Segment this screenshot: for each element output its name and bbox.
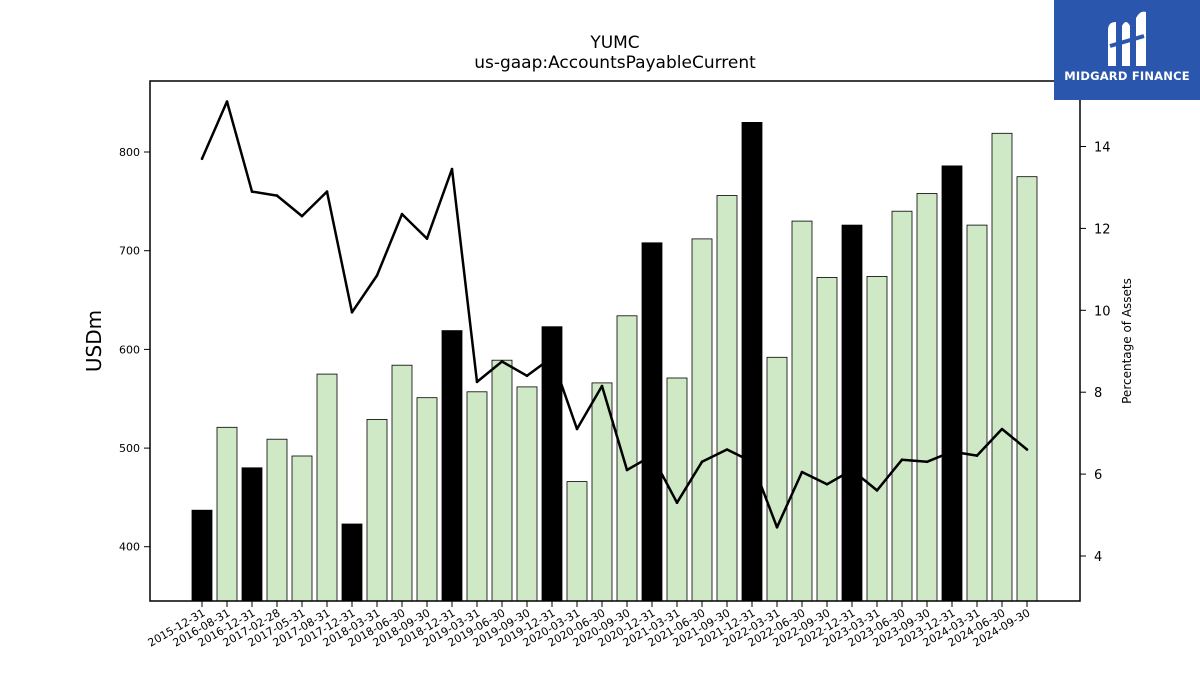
y-axis-right: 4 6 8 10 12 14 xyxy=(1080,141,1111,565)
bar-2024-03-31 xyxy=(966,224,988,602)
y-right-tick-label: 8 xyxy=(1094,386,1102,401)
bar-2023-12-31 xyxy=(941,165,963,602)
line-point-2022-06-30 xyxy=(800,470,804,474)
bar-2022-09-30 xyxy=(816,276,838,602)
bar-2016-12-31 xyxy=(241,467,263,602)
bar-2024-06-30 xyxy=(991,132,1013,602)
bar-2017-02-28 xyxy=(266,438,288,602)
bar-2021-09-30 xyxy=(716,195,738,602)
bar-2024-09-30 xyxy=(1016,176,1038,602)
bar-2022-12-31 xyxy=(841,224,863,602)
bar-2018-09-30 xyxy=(416,397,438,602)
bar-2016-08-31 xyxy=(216,426,238,602)
bar-2021-12-31 xyxy=(741,122,763,602)
chart-subtitle: us-gaap:AccountsPayableCurrent xyxy=(474,53,756,73)
bar-2019-06-30 xyxy=(491,359,513,602)
line-point-2019-06-30 xyxy=(500,360,504,363)
y-left-tick-label: 800 xyxy=(119,146,140,159)
line-point-2016-12-31 xyxy=(250,190,254,193)
line-point-2020-09-30 xyxy=(625,468,629,472)
percentage-line xyxy=(200,100,1028,529)
line-point-2019-12-31 xyxy=(550,356,554,359)
bar-2020-03-31 xyxy=(566,481,588,602)
y-axis-left-label: USDm xyxy=(82,310,106,372)
line-point-2022-03-31 xyxy=(775,526,779,529)
line-point-2021-09-30 xyxy=(725,448,729,451)
plot-frame xyxy=(149,80,1081,602)
line-point-2015-12-31 xyxy=(200,157,204,161)
line-point-2023-06-30 xyxy=(900,458,904,462)
bar-2018-06-30 xyxy=(391,364,413,602)
bar-2023-03-31 xyxy=(866,275,888,602)
bar-2023-09-30 xyxy=(916,193,938,602)
line-point-2019-03-31 xyxy=(475,380,479,384)
line-point-2018-09-30 xyxy=(425,237,429,240)
midgard-finance-logo: MIDGARD FINANCE xyxy=(1054,0,1200,100)
y-left-tick-label: 400 xyxy=(119,541,140,554)
bar-2019-09-30 xyxy=(516,386,538,602)
bar-2023-06-30 xyxy=(891,210,913,602)
line-point-2020-03-31 xyxy=(575,427,579,431)
line-point-2018-12-31 xyxy=(450,167,454,171)
bar-2021-06-30 xyxy=(691,238,713,602)
logo-text: MIDGARD FINANCE xyxy=(1064,69,1190,83)
bar-series xyxy=(191,122,1038,602)
chart-title: YUMC xyxy=(589,33,639,53)
line-point-2024-03-31 xyxy=(975,454,979,457)
y-left-tick-label: 600 xyxy=(119,343,140,356)
line-point-2022-09-30 xyxy=(825,483,829,486)
line-point-2018-03-31 xyxy=(375,274,379,277)
bar-2019-03-31 xyxy=(466,391,488,602)
line-point-2017-02-28 xyxy=(275,194,279,197)
bar-2020-12-31 xyxy=(641,242,663,602)
bar-2015-12-31 xyxy=(191,509,213,602)
line-point-2020-06-30 xyxy=(600,384,604,388)
line-point-2018-06-30 xyxy=(400,212,404,216)
line-point-2024-06-30 xyxy=(1000,427,1004,431)
line-point-2019-09-30 xyxy=(525,374,529,378)
bar-2017-05-31 xyxy=(291,455,313,602)
line-point-2024-09-30 xyxy=(1025,448,1029,451)
line-point-2023-03-31 xyxy=(875,489,879,492)
bar-2020-06-30 xyxy=(591,382,613,602)
bar-2017-08-31 xyxy=(316,373,338,602)
bar-2022-06-30 xyxy=(791,220,813,602)
logo-mark-icon xyxy=(1108,11,1146,67)
line-point-2017-08-31 xyxy=(325,190,329,193)
y-right-tick-label: 12 xyxy=(1094,222,1111,237)
y-axis-left: 400 500 600 700 800 xyxy=(119,146,150,554)
y-axis-right-label: Percentage of Assets xyxy=(1120,278,1134,404)
line-point-2020-12-31 xyxy=(650,454,654,457)
y-right-tick-label: 4 xyxy=(1094,550,1102,565)
percentage-line-series xyxy=(200,100,1029,529)
bar-2020-09-30 xyxy=(616,315,638,602)
bar-2017-12-31 xyxy=(341,523,363,602)
line-point-2017-12-31 xyxy=(350,311,354,314)
y-right-tick-label: 6 xyxy=(1094,468,1102,483)
y-left-tick-label: 700 xyxy=(119,245,140,258)
line-point-2021-03-31 xyxy=(675,501,679,505)
line-point-2023-12-31 xyxy=(950,450,954,453)
bar-2018-12-31 xyxy=(441,330,463,602)
line-point-2022-12-31 xyxy=(850,468,854,472)
x-axis: 2015-12-312016-08-312016-12-312017-02-28… xyxy=(146,601,1033,650)
bar-2019-12-31 xyxy=(541,326,563,602)
y-right-tick-label: 14 xyxy=(1094,141,1111,156)
y-right-tick-label: 10 xyxy=(1094,304,1111,319)
line-point-2016-08-31 xyxy=(225,100,229,103)
bar-2022-03-31 xyxy=(766,356,788,602)
line-point-2017-05-31 xyxy=(300,214,304,218)
bar-2018-03-31 xyxy=(366,418,388,602)
line-point-2021-06-30 xyxy=(700,460,704,464)
line-point-2021-12-31 xyxy=(750,460,754,464)
y-left-tick-label: 500 xyxy=(119,442,140,455)
line-point-2023-09-30 xyxy=(925,460,929,464)
